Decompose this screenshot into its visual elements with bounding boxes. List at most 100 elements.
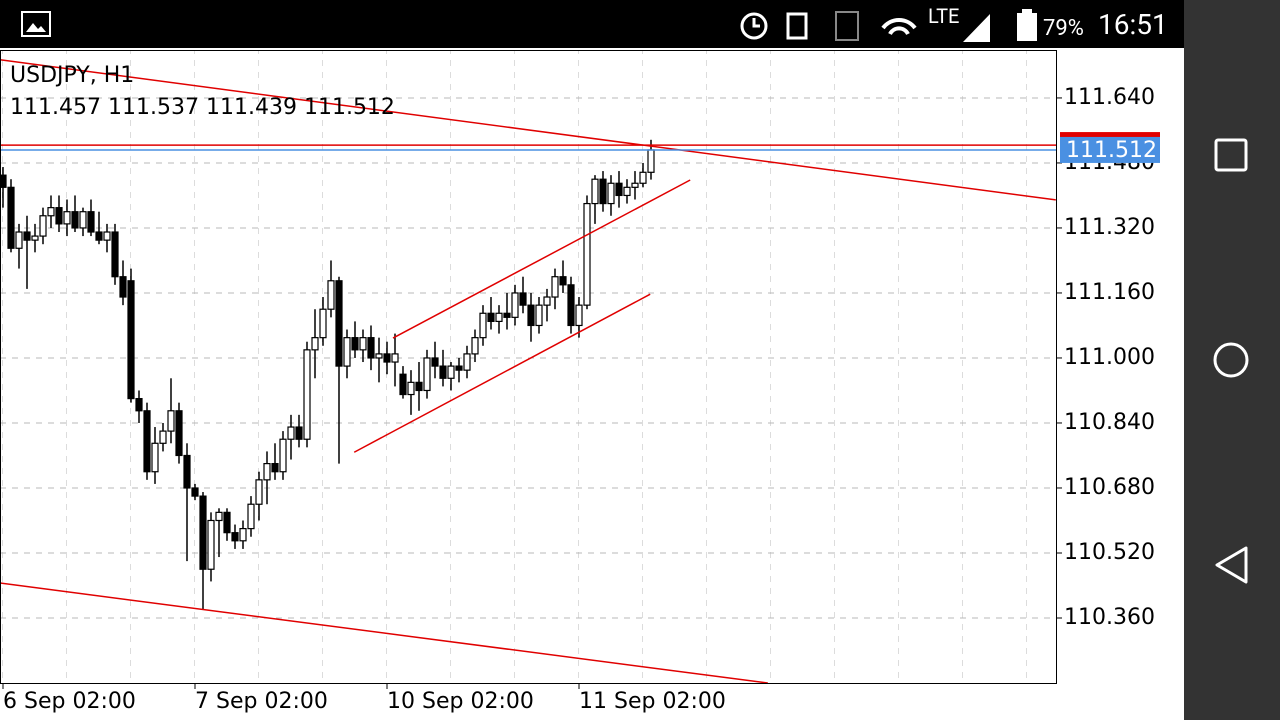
- gallery-icon: [21, 11, 51, 37]
- candle-body: [439, 365, 447, 379]
- y-tick-label: 111.160: [1064, 280, 1155, 305]
- candle-body: [399, 373, 407, 396]
- candle-body: [567, 284, 575, 327]
- candle-body: [367, 337, 375, 359]
- recents-button[interactable]: [1214, 138, 1248, 172]
- candle-body: [127, 280, 135, 400]
- candle-body: [167, 410, 175, 432]
- candle-body: [63, 211, 71, 225]
- candle-body: [279, 438, 287, 473]
- candle-body: [575, 304, 583, 327]
- trend-line: [0, 582, 768, 683]
- candle-body: [407, 381, 415, 396]
- candle-body: [23, 231, 31, 241]
- navigation-bar: [1184, 0, 1280, 720]
- candle-body: [143, 410, 151, 473]
- candle-body: [215, 511, 223, 522]
- candle-body: [495, 312, 503, 323]
- candle-body: [0, 174, 7, 188]
- y-tick-label: 111.320: [1064, 215, 1155, 240]
- candle-body: [159, 430, 167, 444]
- candle-body: [583, 202, 591, 306]
- candle-body: [191, 487, 199, 497]
- candle-body: [175, 410, 183, 457]
- low: 111.439: [206, 95, 297, 120]
- candle-body: [639, 171, 647, 184]
- y-tick-label: 110.840: [1064, 410, 1155, 435]
- candle-body: [95, 231, 103, 241]
- candle-body: [263, 463, 271, 481]
- candle-body: [151, 442, 159, 473]
- candle-body: [479, 312, 487, 339]
- y-tick-label: 110.680: [1064, 475, 1155, 500]
- candle-body: [551, 276, 559, 298]
- candle-body: [327, 280, 335, 310]
- y-tick-label: 110.360: [1064, 605, 1155, 630]
- candle-body: [511, 292, 519, 318]
- candle-body: [103, 231, 111, 241]
- candle-body: [311, 337, 319, 351]
- bid-marker: [1060, 136, 1160, 163]
- candle-body: [351, 337, 359, 351]
- trend-line: [392, 179, 691, 339]
- bid-label: 111.512: [1066, 138, 1157, 163]
- candle-body: [559, 276, 567, 286]
- candle-body: [631, 182, 639, 188]
- trend-line: [353, 293, 651, 453]
- status-bar: LTE 79% 16:51: [0, 0, 1184, 48]
- clock: 16:51: [1098, 8, 1168, 41]
- candle-body: [535, 304, 543, 327]
- candle-body: [255, 479, 263, 505]
- back-button[interactable]: [1215, 546, 1248, 584]
- ohlc-readout: 111.457 111.537 111.439 111.512: [10, 95, 395, 120]
- candle-body: [135, 397, 143, 412]
- candle-body: [591, 178, 599, 205]
- x-tick-label: 6 Sep 02:00: [3, 689, 136, 714]
- candle-body: [647, 149, 655, 173]
- candle-body: [71, 211, 79, 229]
- candle-body: [359, 337, 367, 351]
- trend-line: [0, 59, 1056, 201]
- symbol-title: USDJPY, H1: [10, 63, 134, 88]
- candle-body: [431, 357, 439, 367]
- close: 111.512: [304, 95, 395, 120]
- candle-body: [239, 528, 247, 542]
- candle-body: [543, 296, 551, 306]
- candle-body: [503, 312, 511, 318]
- candle-body: [55, 207, 63, 225]
- x-tick-label: 7 Sep 02:00: [195, 689, 328, 714]
- candle-body: [519, 292, 527, 306]
- vertical-grid: [0, 50, 1056, 683]
- candle-body: [391, 353, 399, 363]
- candle-body: [455, 365, 463, 371]
- home-button[interactable]: [1213, 342, 1249, 378]
- y-tick-label: 110.520: [1064, 540, 1155, 565]
- candle-body: [319, 308, 327, 339]
- candle-body: [87, 211, 95, 233]
- candle-body: [607, 182, 615, 205]
- candle-body: [39, 215, 47, 237]
- candle-body: [471, 337, 479, 355]
- battery-icon: [1017, 9, 1037, 41]
- candle-body: [271, 463, 279, 473]
- candle-body: [447, 365, 455, 379]
- candle-body: [335, 280, 343, 367]
- x-tick-label: 10 Sep 02:00: [387, 689, 534, 714]
- candle-body: [79, 211, 87, 229]
- candle-body: [15, 231, 23, 249]
- candle-body: [47, 207, 55, 217]
- candle-body: [207, 519, 215, 570]
- status-icons: [740, 11, 990, 42]
- x-tick-label: 11 Sep 02:00: [579, 689, 726, 714]
- candle-body: [231, 532, 239, 542]
- candle-body: [415, 381, 423, 392]
- candle-body: [343, 337, 351, 367]
- candle-body: [247, 503, 255, 530]
- candle-body: [295, 426, 303, 440]
- nav-buttons: [1213, 138, 1249, 584]
- candle-body: [615, 182, 623, 197]
- battery-level: 79%: [1043, 16, 1084, 41]
- candle-body: [375, 353, 383, 359]
- candle-body: [599, 178, 607, 205]
